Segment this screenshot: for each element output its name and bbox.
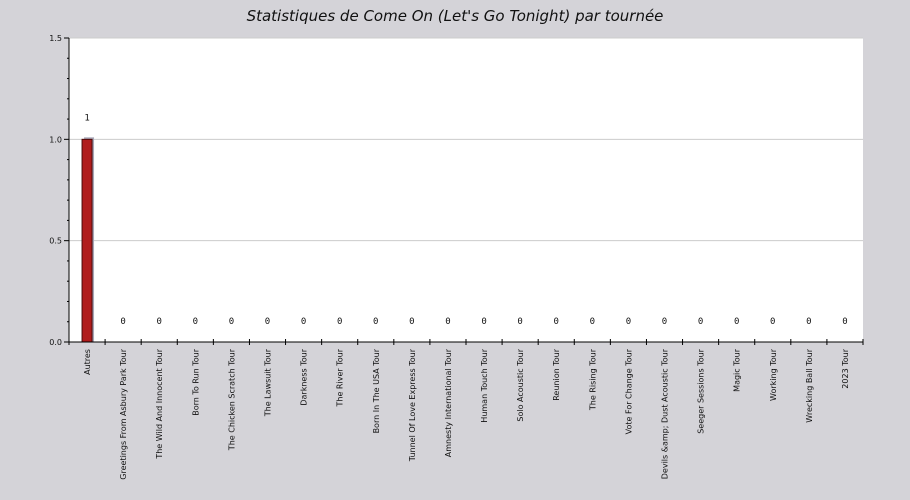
y-tick-label: 1.5 <box>49 34 62 43</box>
category-label: The Lawsuit Tour <box>264 348 273 417</box>
category-label: Darkness Tour <box>300 348 309 405</box>
labels: 0.0 0.5 1.0 1.5 1 Autres 0 Greetings From Asbur… <box>49 34 850 480</box>
value-label: 0 <box>517 317 522 327</box>
value-label: 0 <box>734 317 739 327</box>
value-label: 0 <box>337 317 342 327</box>
value-label: 0 <box>409 317 414 327</box>
value-label: 0 <box>590 317 595 327</box>
value-label: 0 <box>265 317 270 327</box>
category-label: Autres <box>83 349 92 375</box>
value-label: 0 <box>698 317 703 327</box>
y-tick-label: 1.0 <box>49 135 62 144</box>
category-label: The River Tour <box>336 348 345 407</box>
category-label: 2023 Tour <box>841 348 850 388</box>
axes <box>64 37 864 345</box>
category-label: Devils &amp; Dust Acoustic Tour <box>661 348 670 479</box>
value-label: 0 <box>120 317 125 327</box>
category-label: Born In The USA Tour <box>372 348 381 433</box>
category-label: Working Tour <box>769 348 778 401</box>
category-label: Tunnel Of Love Express Tour <box>408 348 417 462</box>
category-label: The Wild And Innocent Tour <box>155 348 164 459</box>
y-tick-label: 0.5 <box>49 237 62 246</box>
category-label: The Chicken Scratch Tour <box>227 348 236 451</box>
category-label: Seeger Sessions Tour <box>697 348 706 433</box>
value-label: 0 <box>193 317 198 327</box>
value-label: 0 <box>229 317 234 327</box>
grid-lines <box>69 37 863 242</box>
plot-area <box>69 38 863 342</box>
chart-title: Statistiques de Come On (Let's Go Tonigh… <box>247 7 664 25</box>
category-label: The Rising Tour <box>588 348 597 411</box>
value-label: 0 <box>626 317 631 327</box>
value-label: 0 <box>842 317 847 327</box>
value-label: 0 <box>157 317 162 327</box>
value-label: 1 <box>84 113 89 123</box>
value-label: 0 <box>301 317 306 327</box>
category-label: Wrecking Ball Tour <box>805 348 814 422</box>
category-label: Reunion Tour <box>552 348 561 400</box>
category-label: Greetings From Asbury Park Tour <box>119 348 128 479</box>
value-label: 0 <box>770 317 775 327</box>
y-tick-label: 0.0 <box>49 338 62 347</box>
category-label: Human Touch Tour <box>480 348 489 422</box>
category-label: Solo Acoustic Tour <box>516 348 525 421</box>
category-label: Vote For Change Tour <box>624 348 633 434</box>
category-label: Amnesty International Tour <box>444 348 453 457</box>
value-label: 0 <box>806 317 811 327</box>
value-label: 0 <box>554 317 559 327</box>
category-label: Magic Tour <box>733 348 742 392</box>
value-label: 0 <box>445 317 450 327</box>
value-label: 0 <box>373 317 378 327</box>
value-label: 0 <box>481 317 486 327</box>
bars <box>81 137 95 343</box>
category-label: Born To Run Tour <box>191 348 200 415</box>
value-label: 0 <box>662 317 667 327</box>
bar <box>81 138 93 343</box>
